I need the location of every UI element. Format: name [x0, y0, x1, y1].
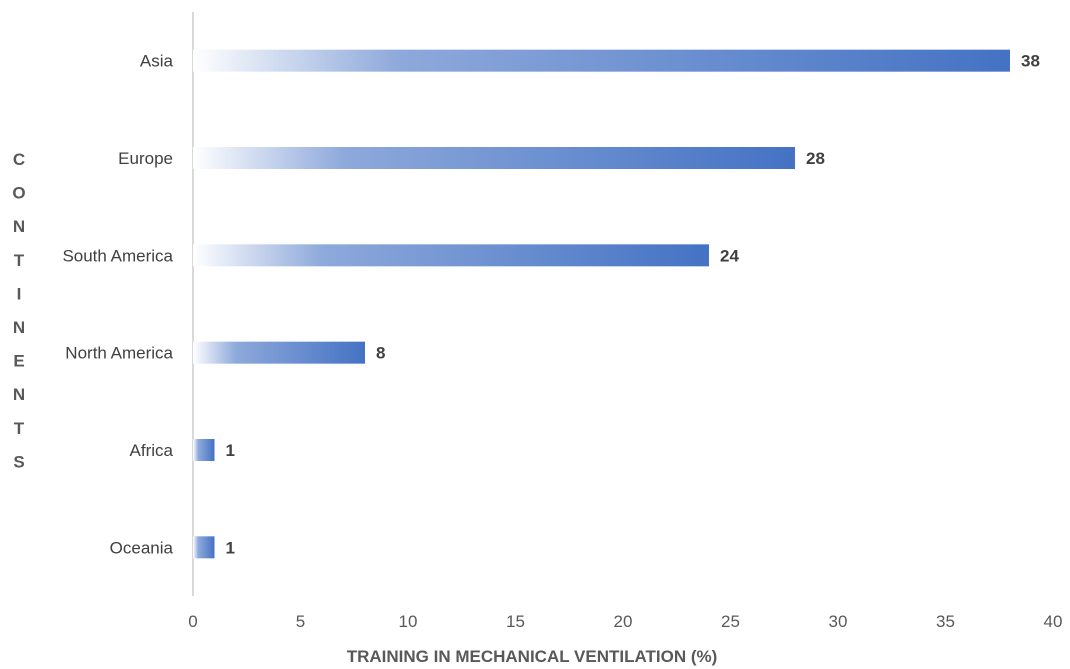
- bar-africa: [193, 439, 215, 461]
- bar-asia: [193, 49, 1010, 72]
- data-label-europe: 28: [806, 149, 825, 168]
- y-axis-title-letter: N: [13, 217, 25, 236]
- x-tick-label: 25: [721, 612, 740, 631]
- bar-north-america: [193, 341, 365, 364]
- x-tick-label: 0: [188, 612, 197, 631]
- y-axis-title-letter: N: [13, 385, 25, 404]
- y-axis-title-letter: T: [14, 419, 25, 438]
- y-axis-title-letter: T: [14, 251, 25, 270]
- x-tick-label: 40: [1044, 612, 1063, 631]
- bars-group: [193, 49, 1010, 559]
- x-tick-label: 10: [399, 612, 418, 631]
- category-label-oceania: Oceania: [110, 538, 174, 557]
- category-labels: Asia Europe South America North America Afri…: [62, 52, 173, 558]
- y-axis-title-letter: I: [17, 284, 22, 303]
- x-tick-label: 20: [614, 612, 633, 631]
- x-tick-label: 30: [829, 612, 848, 631]
- bar-europe: [193, 147, 795, 169]
- data-labels: 38 28 24 8 1 1: [226, 52, 1040, 558]
- data-label-oceania: 1: [226, 538, 235, 557]
- x-tick-label: 15: [506, 612, 525, 631]
- y-axis-title-letter: N: [13, 318, 25, 337]
- category-label-north-america: North America: [65, 344, 173, 363]
- category-label-south-america: South America: [62, 246, 173, 265]
- y-axis-title-letter: E: [13, 352, 24, 371]
- y-axis-title-letter: C: [13, 150, 25, 169]
- x-tick-label: 5: [296, 612, 305, 631]
- x-tick-label: 35: [936, 612, 955, 631]
- category-label-europe: Europe: [118, 149, 173, 168]
- x-axis-ticks: 0 5 10 15 20 25 30 35 40: [188, 612, 1062, 631]
- y-axis-title-letter: S: [13, 452, 24, 471]
- data-label-asia: 38: [1021, 52, 1040, 71]
- bar-south-america: [193, 244, 709, 267]
- y-axis-title-letter: O: [12, 184, 25, 203]
- data-label-south-america: 24: [720, 246, 739, 265]
- bar-oceania: [193, 536, 215, 559]
- category-label-africa: Africa: [130, 441, 174, 460]
- category-label-asia: Asia: [140, 52, 174, 71]
- data-label-africa: 1: [226, 441, 235, 460]
- data-label-north-america: 8: [376, 344, 385, 363]
- x-axis-title: TRAINING IN MECHANICAL VENTILATION (%): [347, 647, 718, 666]
